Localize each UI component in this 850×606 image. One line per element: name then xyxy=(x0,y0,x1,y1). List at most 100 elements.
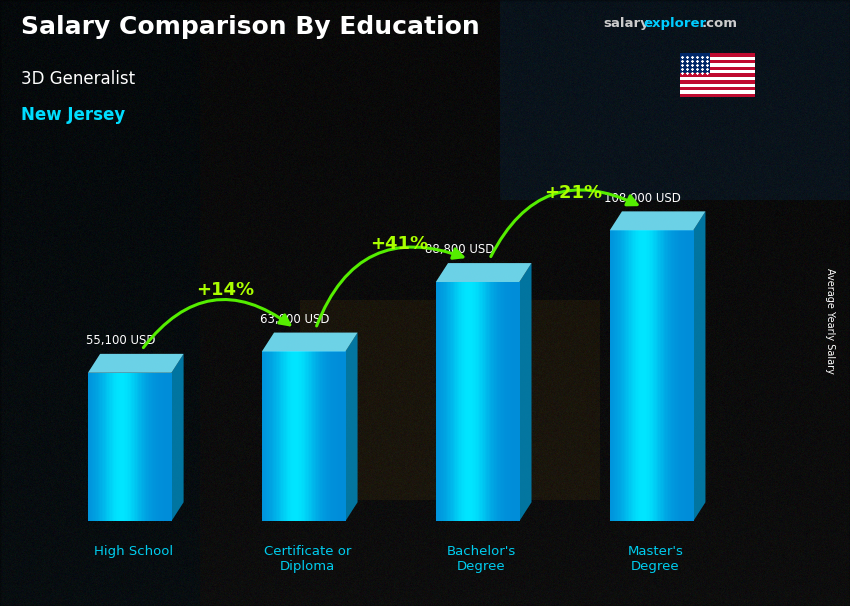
Bar xyxy=(441,282,444,521)
Bar xyxy=(92,373,94,521)
Bar xyxy=(280,351,282,521)
Bar xyxy=(678,230,680,521)
Bar xyxy=(290,351,292,521)
Bar xyxy=(683,230,684,521)
Polygon shape xyxy=(436,263,531,282)
Text: 55,100 USD: 55,100 USD xyxy=(86,334,156,347)
Bar xyxy=(127,373,129,521)
Bar xyxy=(306,351,309,521)
Bar xyxy=(303,351,305,521)
Text: .com: .com xyxy=(701,17,737,30)
Bar xyxy=(130,373,132,521)
Bar xyxy=(138,373,140,521)
Bar xyxy=(310,351,313,521)
Bar xyxy=(674,230,676,521)
Bar xyxy=(111,373,114,521)
Bar xyxy=(680,53,710,73)
Bar xyxy=(655,230,658,521)
Bar xyxy=(664,230,666,521)
Bar xyxy=(122,373,125,521)
Text: Bachelor's
Degree: Bachelor's Degree xyxy=(446,545,516,573)
Bar xyxy=(320,351,322,521)
Bar xyxy=(496,282,497,521)
Bar xyxy=(325,351,326,521)
Bar xyxy=(95,373,97,521)
Bar xyxy=(680,67,755,70)
Bar xyxy=(99,373,101,521)
Bar xyxy=(624,230,626,521)
Bar xyxy=(463,282,466,521)
Bar xyxy=(329,351,331,521)
Bar xyxy=(295,351,298,521)
Bar xyxy=(305,351,307,521)
Bar xyxy=(467,282,468,521)
Bar xyxy=(91,373,93,521)
Bar xyxy=(660,230,662,521)
Bar xyxy=(159,373,161,521)
Bar xyxy=(620,230,621,521)
Text: New Jersey: New Jersey xyxy=(21,106,126,124)
Bar xyxy=(283,351,285,521)
Text: Salary Comparison By Education: Salary Comparison By Education xyxy=(21,15,480,39)
Bar xyxy=(262,351,264,521)
Bar xyxy=(461,282,462,521)
Bar xyxy=(291,351,293,521)
Bar xyxy=(451,282,453,521)
Bar xyxy=(513,282,514,521)
Bar xyxy=(489,282,490,521)
Bar xyxy=(504,282,506,521)
Bar xyxy=(683,230,685,521)
Bar xyxy=(163,373,165,521)
Bar xyxy=(277,351,279,521)
Bar xyxy=(487,282,490,521)
Bar xyxy=(344,351,346,521)
Bar xyxy=(671,230,673,521)
Bar xyxy=(94,373,95,521)
Bar xyxy=(133,373,134,521)
Bar xyxy=(497,282,499,521)
Bar xyxy=(663,230,665,521)
Bar xyxy=(668,230,670,521)
Bar xyxy=(448,282,451,521)
Bar xyxy=(109,373,110,521)
Bar xyxy=(142,373,145,521)
Bar xyxy=(145,373,147,521)
Bar xyxy=(618,230,620,521)
Bar xyxy=(639,230,641,521)
Bar xyxy=(502,282,505,521)
Polygon shape xyxy=(694,211,705,521)
Bar xyxy=(452,282,455,521)
Bar xyxy=(672,230,674,521)
Bar xyxy=(288,351,290,521)
Bar xyxy=(286,351,287,521)
Text: Average Yearly Salary: Average Yearly Salary xyxy=(824,268,835,374)
Text: +21%: +21% xyxy=(544,184,603,202)
Bar xyxy=(666,230,667,521)
Bar xyxy=(646,230,648,521)
Bar xyxy=(478,282,479,521)
Bar xyxy=(131,373,133,521)
Bar xyxy=(340,351,342,521)
Bar xyxy=(613,230,615,521)
Bar xyxy=(268,351,269,521)
Bar xyxy=(640,230,643,521)
Bar xyxy=(139,373,141,521)
Bar xyxy=(153,373,156,521)
Text: 108,000 USD: 108,000 USD xyxy=(604,191,681,205)
Bar xyxy=(298,351,300,521)
Bar xyxy=(473,282,475,521)
Bar xyxy=(490,282,492,521)
Bar xyxy=(89,373,91,521)
Bar xyxy=(456,282,459,521)
Bar xyxy=(299,351,302,521)
Bar xyxy=(115,373,116,521)
Bar xyxy=(680,90,755,93)
Text: Certificate or
Diploma: Certificate or Diploma xyxy=(264,545,351,573)
Bar xyxy=(498,282,501,521)
Bar xyxy=(309,351,311,521)
Bar xyxy=(124,373,126,521)
Bar xyxy=(450,282,451,521)
Bar xyxy=(513,282,516,521)
Bar xyxy=(515,282,517,521)
Bar xyxy=(483,282,485,521)
